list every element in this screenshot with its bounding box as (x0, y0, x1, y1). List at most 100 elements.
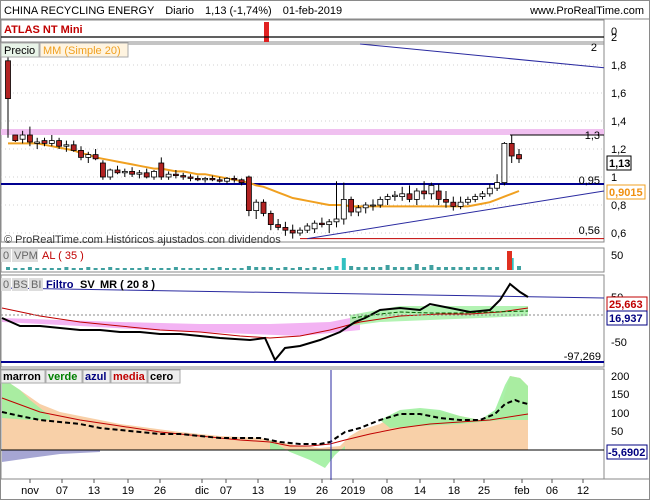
candle (384, 193, 391, 205)
marron-value-label: -5,6902 (608, 447, 645, 459)
volume-bar (35, 268, 40, 270)
candle (194, 175, 201, 182)
candle (12, 134, 19, 142)
mr-green-dashed (351, 310, 529, 319)
candle-body-up (48, 140, 55, 144)
candle (494, 174, 501, 191)
x-tick-label: 12 (577, 485, 589, 497)
volume-bar (392, 267, 397, 270)
volume-bar (363, 267, 368, 270)
candle (333, 181, 340, 228)
volume-bar (159, 268, 164, 270)
volume-bar (473, 267, 478, 270)
marron-label: marron (3, 371, 41, 383)
price-y-ticks: 2 1,8 1,6 1,4 1,2 1 0,8 0,6 (611, 32, 626, 240)
candle-body-down (114, 169, 121, 174)
volume-bar (144, 267, 149, 270)
volume-bar (414, 264, 419, 270)
candle-body-up (121, 170, 128, 174)
candle-body-up (151, 170, 157, 178)
volume-bar (283, 267, 288, 270)
volume-bar (371, 267, 375, 270)
candle-body-up (391, 194, 398, 197)
candle (260, 199, 267, 217)
atlas-scale-label: 0 (611, 26, 617, 38)
mr-panel: 0 BS BI Filtro SV MR ( 20 8 ) 500-50 -97… (1, 278, 648, 363)
candle (100, 160, 106, 180)
price-levels (1, 36, 604, 240)
volume-bar (20, 268, 25, 270)
atlas-label: ATLAS NT Mini (4, 24, 83, 36)
marron-green-fill-left (2, 378, 50, 420)
candle-body-up (297, 229, 303, 234)
resistance-band (1, 129, 604, 135)
x-tick-label: 06 (546, 485, 558, 497)
candle (209, 175, 216, 182)
candle (158, 157, 165, 180)
volume-bar (166, 268, 171, 270)
volume-bar (517, 266, 521, 270)
candle-body-down (406, 193, 413, 200)
candle-body-up (355, 207, 362, 213)
bs-label: BS (13, 279, 28, 291)
candle-body-down (158, 162, 165, 178)
volume-bar (451, 267, 456, 270)
sv-label: SV (80, 279, 95, 291)
candle (19, 130, 26, 144)
x-tick-label: 26 (154, 485, 166, 497)
candle (267, 210, 274, 231)
volume-bar (276, 268, 281, 270)
vol-zero-label: 0 (3, 250, 9, 262)
cero-label: cero (150, 371, 174, 383)
candle (216, 177, 223, 183)
atlas-panel: ATLAS NT Mini 0 (4, 22, 617, 42)
x-tick-label: 26 (316, 485, 328, 497)
candle-body-down (187, 176, 194, 179)
x-tick-label: 08 (381, 485, 393, 497)
candle (406, 185, 413, 203)
candle-body-down (508, 142, 515, 157)
panel-frame (0, 274, 605, 368)
x-tick-label: 13 (252, 485, 264, 497)
mr-red-value-label: 25,663 (609, 299, 643, 311)
candle-body-down (129, 170, 136, 175)
candle (508, 135, 515, 163)
site-url[interactable]: www.ProRealTime.com (529, 5, 644, 17)
candle-body-up (399, 193, 406, 198)
candle (41, 137, 48, 147)
candle-body-down (12, 134, 19, 141)
volume-bar (210, 268, 215, 270)
date: 01-feb-2019 (283, 5, 342, 17)
candle (289, 224, 296, 239)
mr-y-tick: -50 (611, 337, 627, 349)
candle-body-down (245, 176, 252, 211)
price-y-tick: 1,8 (611, 60, 626, 72)
mr-trend-line (1, 287, 605, 299)
trend-lines (307, 43, 605, 240)
x-axis: nov 07 13 19 26 dic 07 13 19 26 2019 08 14 18 25 feb 06 1… (21, 479, 589, 497)
candle (304, 223, 311, 233)
marron-y-tick: 50 (611, 426, 623, 438)
candle-body-down (275, 224, 282, 228)
volume-bar (407, 267, 412, 270)
candle-body-up (457, 201, 464, 207)
volume-bar (319, 268, 324, 270)
x-tick-label: 19 (284, 485, 296, 497)
candle (479, 191, 486, 200)
volume-bar (71, 268, 76, 270)
volume-bar (349, 266, 354, 270)
candle (129, 167, 136, 177)
volume-bar (400, 267, 405, 270)
candle (92, 149, 99, 161)
volume-bar (181, 268, 186, 270)
candle (450, 196, 457, 211)
candle-body-down (180, 175, 187, 178)
volume-bar (203, 268, 208, 270)
candle-body-up (501, 142, 508, 183)
candle (5, 44, 11, 138)
volume-bar (225, 268, 229, 270)
candle (282, 221, 289, 236)
candle-body-down (516, 154, 522, 160)
candle-body-down (267, 212, 274, 225)
